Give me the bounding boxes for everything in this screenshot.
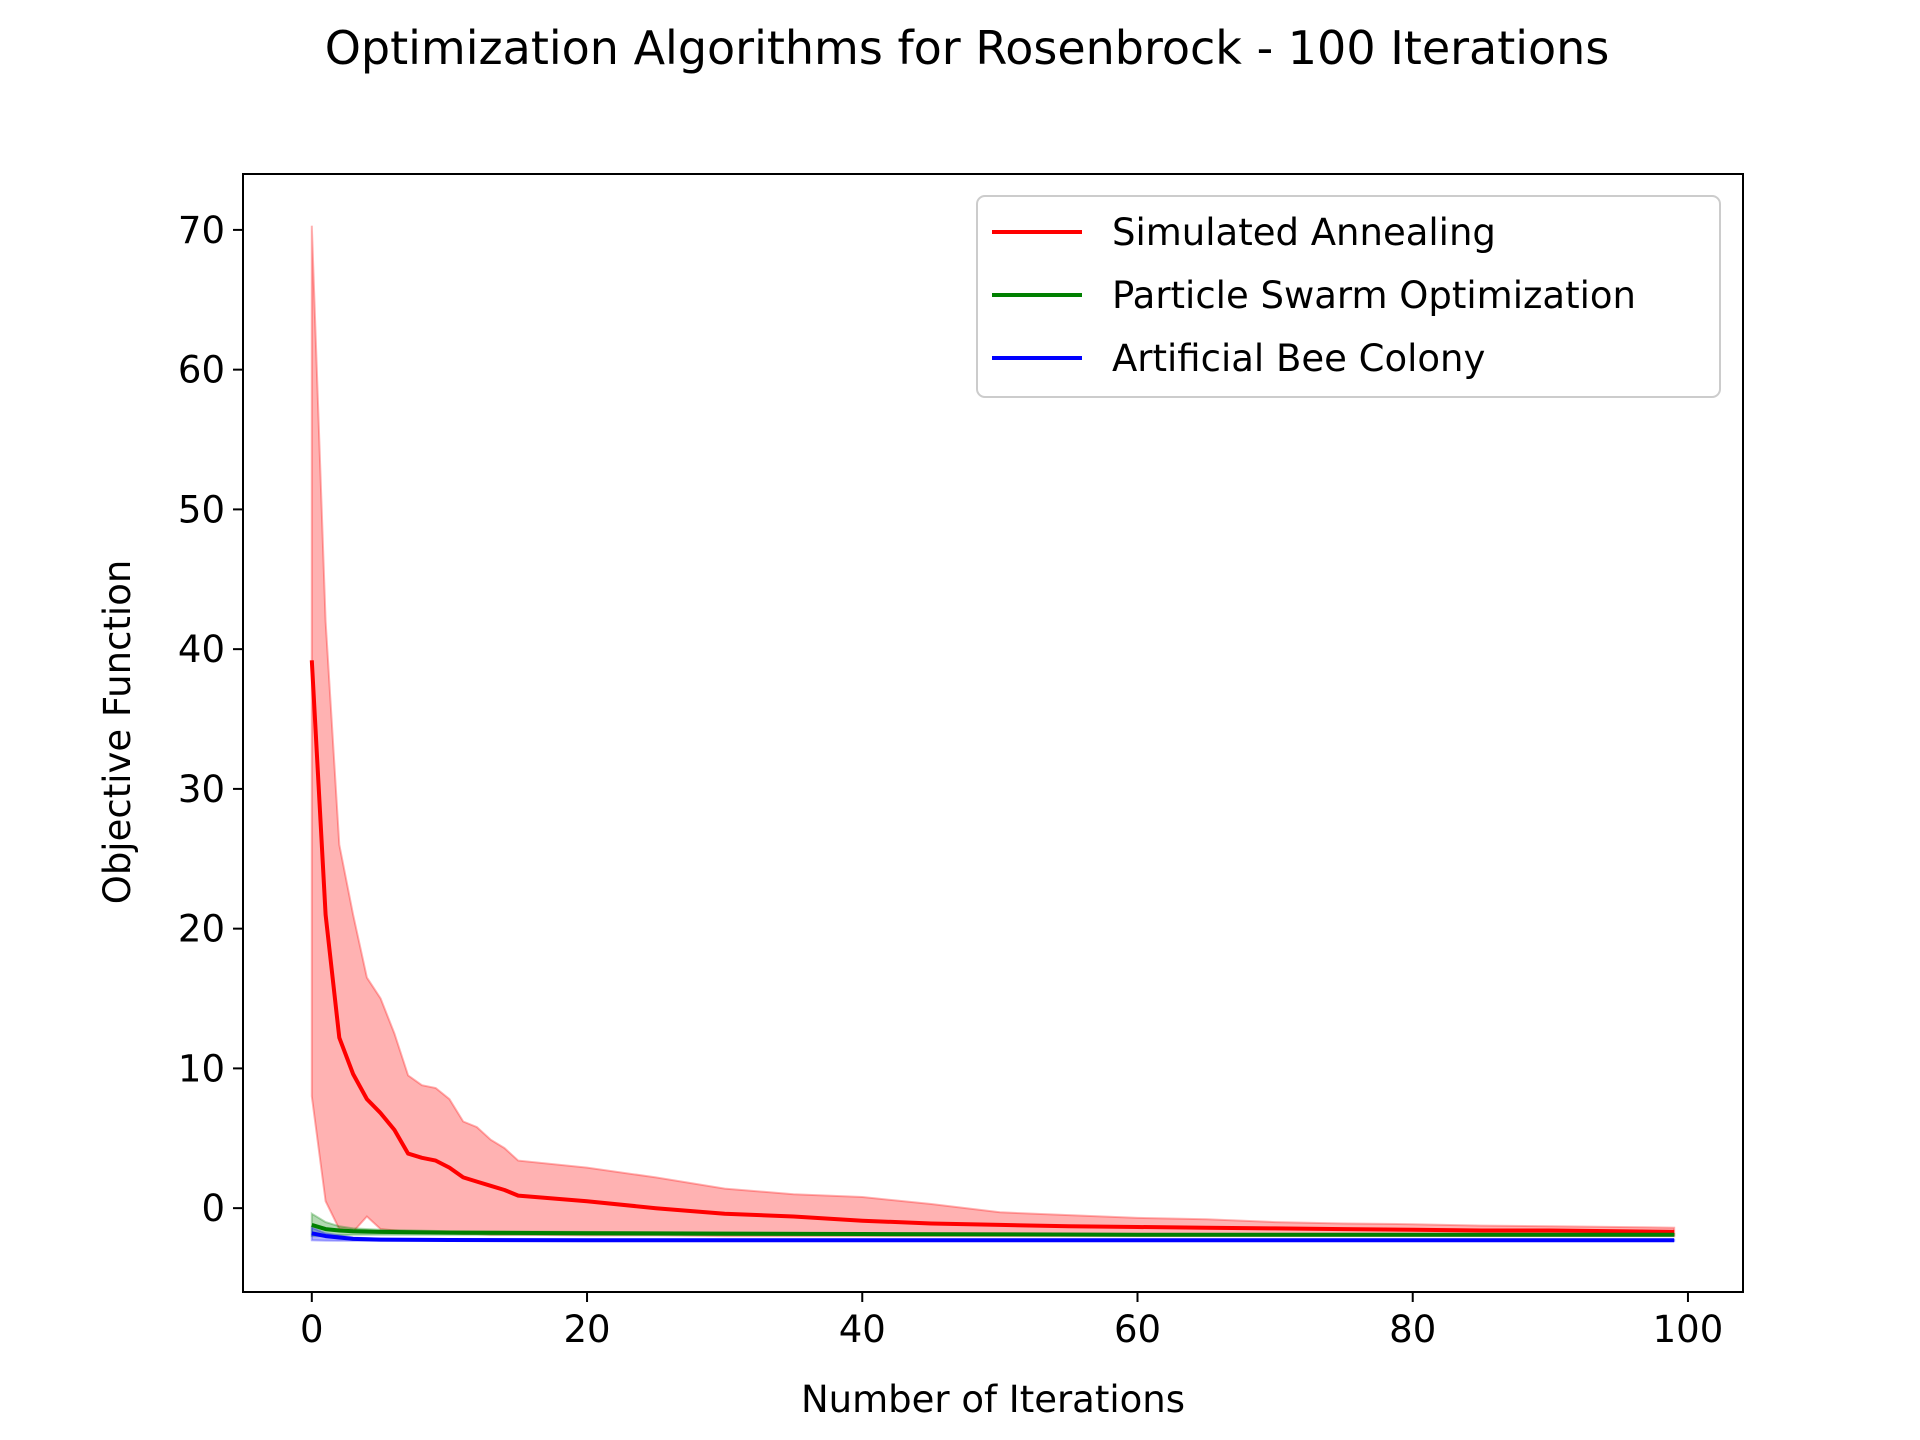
x-tick-label: 20 <box>563 1308 610 1351</box>
y-tick-label: 30 <box>178 768 225 811</box>
y-tick-label: 50 <box>178 488 225 531</box>
line-artificial-bee-colony <box>311 1231 1675 1243</box>
y-tick-label: 0 <box>201 1187 225 1230</box>
x-axis-label: Number of Iterations <box>801 1378 1185 1421</box>
legend-label-sa: Simulated Annealing <box>1112 211 1496 254</box>
legend: Simulated Annealing Particle Swarm Optim… <box>976 195 1721 398</box>
y-tick-label: 10 <box>178 1047 225 1090</box>
x-tick-label: 100 <box>1653 1308 1724 1351</box>
x-tick-label: 80 <box>1389 1308 1436 1351</box>
legend-label-abc: Artificial Bee Colony <box>1112 337 1485 380</box>
y-axis: 0 10 20 30 40 50 60 70 <box>178 209 243 1230</box>
x-tick-label: 60 <box>1114 1308 1161 1351</box>
chart-title: Optimization Algorithms for Rosenbrock -… <box>325 21 1610 75</box>
plot-frame <box>242 173 1744 1293</box>
y-tick-label: 20 <box>178 908 225 951</box>
line-particle-swarm-optimization <box>311 1222 1675 1237</box>
x-tick-label: 0 <box>300 1308 324 1351</box>
y-axis-label: Objective Function <box>96 560 139 905</box>
x-axis: 0 20 40 60 80 100 <box>300 1292 1723 1351</box>
legend-box <box>976 195 1721 398</box>
legend-label-pso: Particle Swarm Optimization <box>1112 274 1636 317</box>
x-tick-label: 40 <box>839 1308 886 1351</box>
y-tick-label: 60 <box>178 349 225 392</box>
y-tick-label: 70 <box>178 209 225 252</box>
y-tick-label: 40 <box>178 628 225 671</box>
line-simulated-annealing <box>309 660 1675 1234</box>
series-lines <box>309 660 1675 1243</box>
